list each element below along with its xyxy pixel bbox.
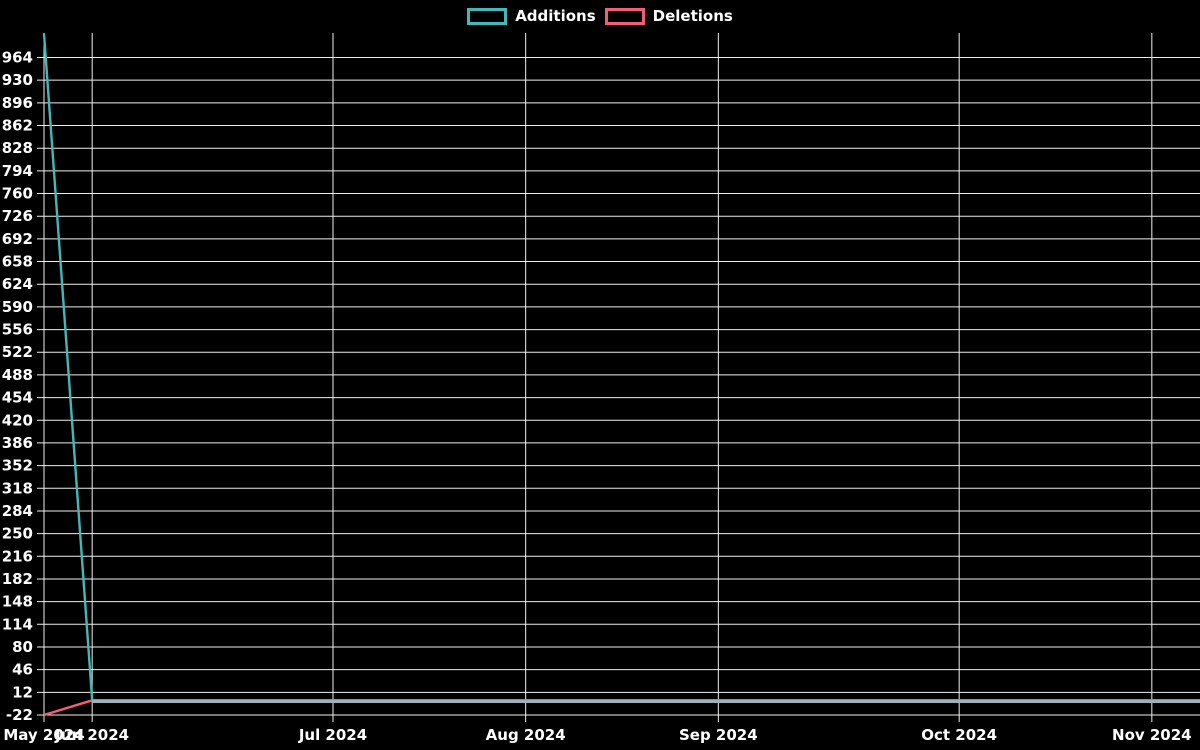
- chart-legend: Additions Deletions: [0, 8, 1200, 25]
- y-tick-label: 12: [12, 683, 33, 701]
- y-tick-label: 352: [2, 457, 33, 475]
- x-tick-label: Jul 2024: [298, 726, 367, 744]
- y-tick-label: 318: [2, 479, 33, 497]
- deletions-swatch-icon: [604, 8, 645, 25]
- y-tick-label: 590: [2, 298, 33, 316]
- y-tick-label: 114: [2, 615, 33, 633]
- y-tick-label: -22: [6, 706, 33, 724]
- x-tick-label: Aug 2024: [486, 726, 566, 744]
- y-tick-label: 386: [2, 434, 33, 452]
- y-tick-label: 964: [2, 49, 33, 67]
- x-tick-label: Oct 2024: [921, 726, 997, 744]
- y-tick-label: 488: [2, 366, 33, 384]
- y-tick-label: 760: [2, 185, 33, 203]
- y-tick-label: 930: [2, 71, 33, 89]
- y-tick-label: 148: [2, 593, 33, 611]
- y-tick-label: 624: [2, 275, 33, 293]
- y-tick-label: 828: [2, 139, 33, 157]
- additions-line: [42, 33, 1200, 702]
- y-tick-label: 862: [2, 117, 33, 135]
- additions-legend-label: Additions: [515, 7, 596, 25]
- y-tick-label: 556: [2, 321, 33, 339]
- y-tick-label: 896: [2, 94, 33, 112]
- legend-item-additions: Additions: [467, 7, 596, 25]
- x-tick-label: Nov 2024: [1112, 726, 1192, 744]
- y-tick-label: 46: [12, 661, 33, 679]
- y-tick-label: 420: [2, 411, 33, 429]
- x-tick-label: Sep 2024: [679, 726, 758, 744]
- y-tick-label: 454: [2, 389, 33, 407]
- y-tick-label: 658: [2, 253, 33, 271]
- y-tick-label: 250: [2, 525, 33, 543]
- additions-swatch-icon: [467, 8, 508, 25]
- y-tick-label: 794: [2, 162, 33, 180]
- y-tick-label: 284: [2, 502, 33, 520]
- legend-item-deletions: Deletions: [604, 7, 733, 25]
- y-tick-label: 80: [12, 638, 33, 656]
- deletions-legend-label: Deletions: [652, 7, 733, 25]
- y-tick-label: 692: [2, 230, 33, 248]
- y-tick-label: 726: [2, 207, 33, 225]
- y-tick-label: 182: [2, 570, 33, 588]
- x-tick-label: Jun 2024: [54, 726, 129, 744]
- x-tick-label: May 2024: [3, 726, 84, 744]
- y-tick-label: 216: [2, 547, 33, 565]
- y-tick-label: 522: [2, 343, 33, 361]
